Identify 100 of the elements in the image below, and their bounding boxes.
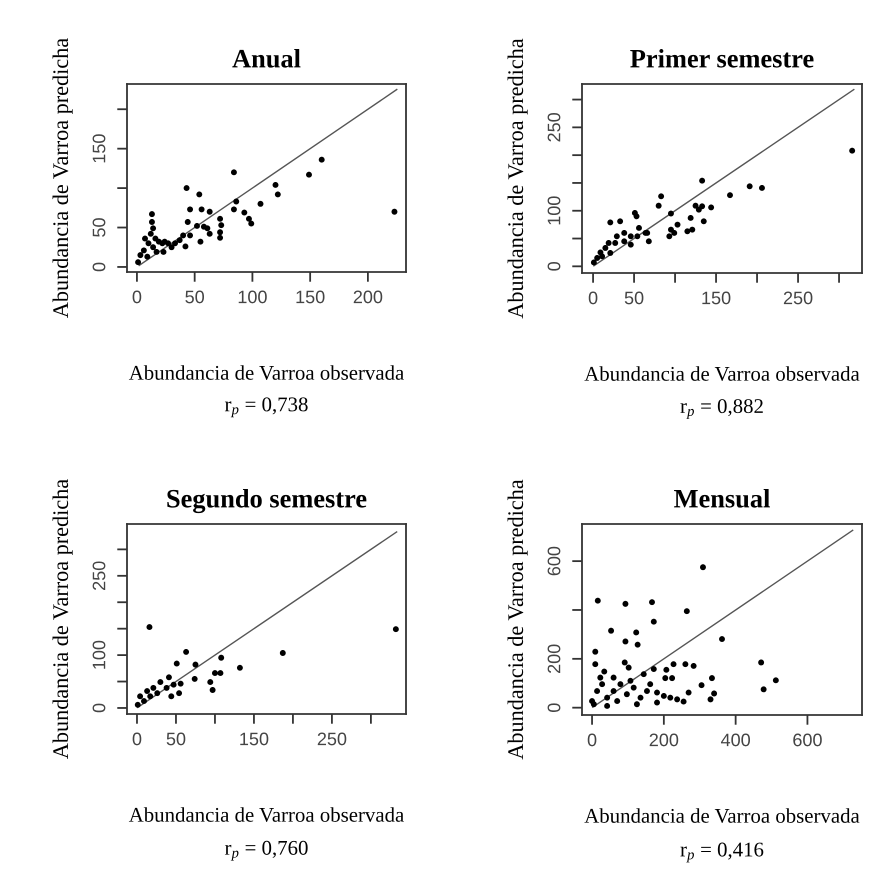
y-tick-label: 250: [548, 113, 560, 142]
point: [392, 208, 398, 215]
y-tick-label: 250: [92, 561, 106, 590]
point: [628, 242, 634, 248]
x-axis-title: Abundancia de Varroa observada: [584, 808, 860, 823]
point: [592, 661, 598, 668]
chart-title: Primer semestre: [630, 49, 814, 68]
point: [172, 240, 178, 246]
point: [198, 206, 205, 212]
point: [159, 240, 166, 246]
point: [656, 202, 662, 209]
point: [669, 675, 676, 682]
x-axis-title: Abundancia de Varroa observada: [584, 366, 860, 381]
point: [758, 660, 764, 666]
x-tick-label: 600: [793, 734, 822, 746]
point: [654, 700, 660, 706]
chart-title: Segundo semestre: [167, 489, 366, 514]
point: [760, 686, 767, 692]
point: [668, 210, 674, 216]
x-tick-label: 50: [166, 732, 186, 746]
point: [217, 234, 224, 241]
point: [624, 691, 630, 698]
x-tick-label: 250: [784, 292, 812, 304]
point: [746, 183, 753, 190]
point: [604, 703, 610, 709]
point: [592, 648, 598, 655]
point: [682, 661, 688, 668]
point: [759, 185, 765, 191]
point: [148, 219, 155, 225]
point: [160, 249, 166, 255]
x-tick-label: 150: [702, 292, 730, 304]
point: [622, 600, 628, 607]
point: [634, 213, 640, 220]
point: [272, 182, 278, 188]
point: [594, 255, 600, 261]
point: [206, 208, 213, 215]
point: [680, 698, 687, 705]
point: [590, 259, 597, 266]
point: [192, 676, 198, 682]
point: [135, 259, 142, 266]
point: [166, 674, 172, 680]
x-tick-label: 200: [650, 734, 678, 746]
point: [246, 216, 252, 222]
point: [649, 599, 655, 606]
point: [671, 230, 678, 236]
point: [699, 203, 706, 210]
y-tick-label: 50: [92, 218, 106, 237]
point: [674, 696, 680, 702]
point: [640, 671, 647, 678]
point: [280, 650, 286, 656]
point: [634, 701, 640, 708]
point: [630, 684, 637, 691]
point: [689, 226, 696, 233]
point: [218, 654, 224, 661]
point: [692, 202, 699, 209]
point: [170, 682, 177, 688]
point: [700, 218, 707, 224]
point: [688, 215, 694, 221]
point: [217, 670, 224, 676]
point: [614, 698, 620, 704]
point: [644, 688, 650, 694]
text: r$_{p}$ = 0,738: [224, 397, 308, 418]
point: [654, 690, 660, 696]
point: [146, 624, 152, 630]
point: [670, 661, 676, 668]
point: [628, 678, 634, 684]
y-axis-title: Abundancia de Varroa predicha: [52, 38, 73, 318]
x-axis-title: Abundancia de Varroa observada: [128, 807, 404, 822]
point: [217, 229, 224, 236]
point: [233, 198, 240, 204]
point: [176, 237, 183, 244]
point: [140, 247, 147, 254]
point: [709, 675, 715, 682]
point: [662, 675, 668, 682]
point: [719, 636, 725, 642]
x-tick-label: 200: [354, 290, 382, 304]
point: [210, 687, 216, 693]
point: [182, 244, 188, 250]
chart-title: Mensual: [674, 489, 770, 508]
point: [174, 660, 180, 667]
point: [198, 238, 204, 245]
point: [392, 626, 399, 632]
point: [621, 238, 628, 244]
x-tick-label: 150: [296, 290, 325, 304]
point: [150, 684, 156, 691]
y-tick-label: 100: [92, 640, 106, 669]
y-tick-label: 150: [92, 134, 106, 162]
point: [306, 172, 312, 178]
y-tick-label: 0: [548, 703, 560, 712]
point: [674, 222, 680, 228]
point: [660, 693, 667, 699]
point: [666, 233, 672, 240]
point: [589, 698, 595, 704]
point: [772, 677, 779, 684]
text: r$_{p}$ = 0,760: [224, 840, 308, 861]
point: [134, 702, 141, 708]
point: [614, 233, 620, 240]
x-tick-label: 400: [720, 734, 750, 746]
x-tick-label: 250: [318, 732, 346, 746]
point: [599, 681, 606, 688]
